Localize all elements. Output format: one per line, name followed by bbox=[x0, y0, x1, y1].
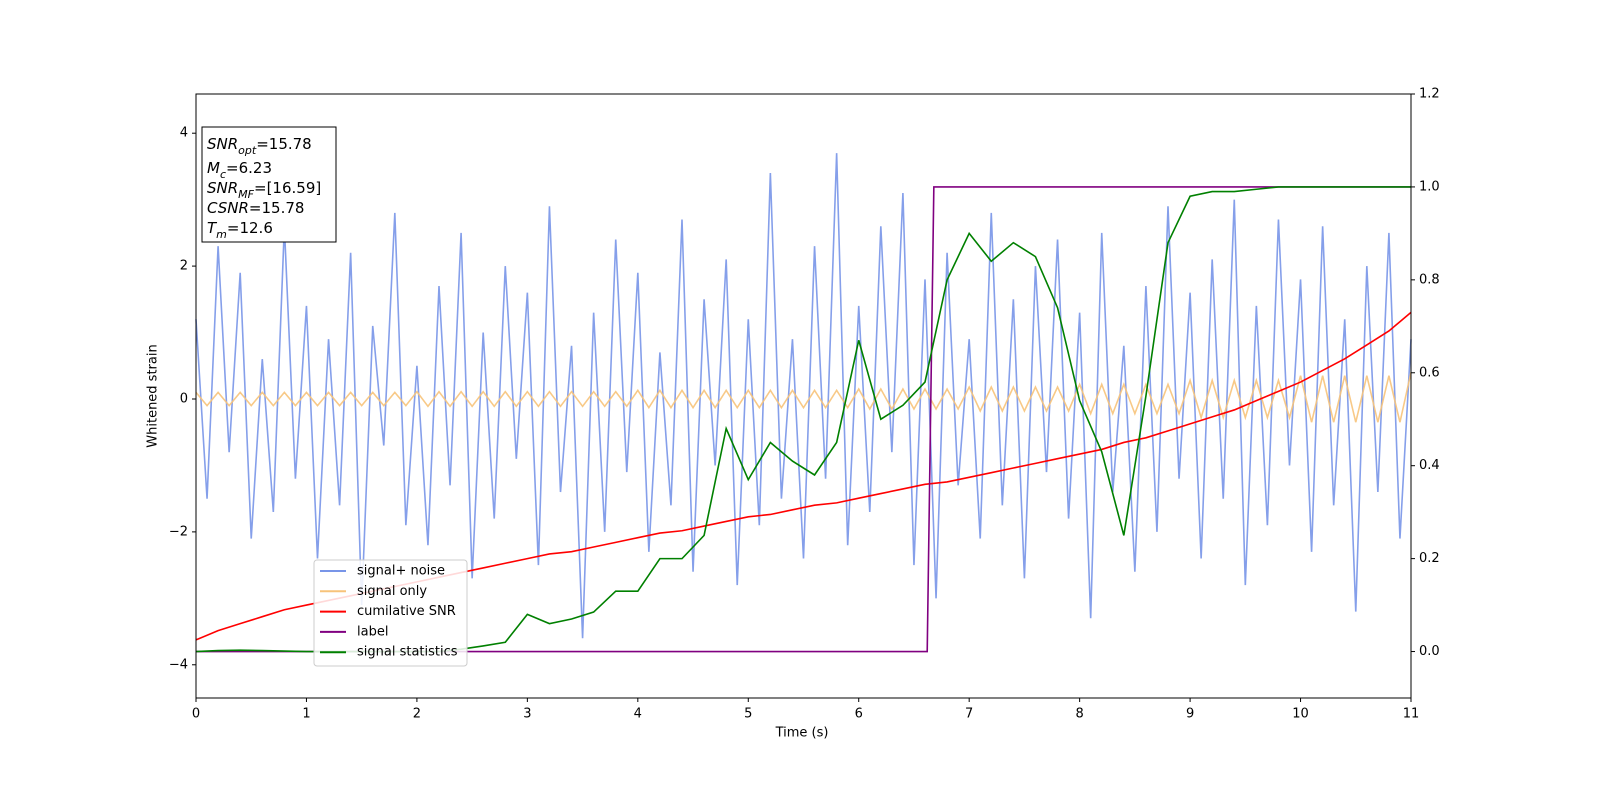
y-tick-label: 2 bbox=[180, 259, 188, 274]
annotation-base: M bbox=[207, 159, 220, 177]
y2-tick-label: 0.2 bbox=[1419, 551, 1440, 566]
y-tick-label: −2 bbox=[169, 524, 188, 539]
x-tick-label: 5 bbox=[744, 707, 752, 722]
x-tick-label: 8 bbox=[1075, 707, 1083, 722]
annotation-sub: MF bbox=[238, 188, 254, 201]
legend: signal+ noise signal only cumilative SNR la… bbox=[320, 564, 458, 660]
annotation-base: SNR bbox=[207, 179, 238, 197]
legend-box bbox=[313, 559, 468, 667]
annotation-rest: =15.78 bbox=[256, 135, 312, 153]
x-tick-label: 7 bbox=[965, 707, 973, 722]
annotation-text: SNRopt=15.78 bbox=[207, 135, 312, 157]
y2-tick-label: 1.0 bbox=[1419, 179, 1440, 194]
x-axis-label: Time (s) bbox=[775, 726, 829, 741]
y2-tick-label: 0.6 bbox=[1419, 365, 1440, 380]
x-tick-label: 6 bbox=[855, 707, 863, 722]
annotation-base: T bbox=[207, 219, 218, 237]
y-axis-label: Whitened strain bbox=[146, 344, 161, 447]
y2-tick-label: 0.8 bbox=[1419, 272, 1440, 287]
x-tick-label: 11 bbox=[1403, 707, 1420, 722]
y2-tick-label: 0.0 bbox=[1419, 644, 1440, 659]
annotation-base: SNR bbox=[207, 135, 238, 153]
axes-frame bbox=[195, 93, 1412, 699]
x-tick-label: 10 bbox=[1292, 707, 1309, 722]
annotation-rest: =12.6 bbox=[227, 219, 273, 237]
x-tick-label: 3 bbox=[523, 707, 531, 722]
x-tick-label: 0 bbox=[192, 707, 200, 722]
x-tick-label: 9 bbox=[1186, 707, 1194, 722]
y-tick-label: −4 bbox=[169, 657, 188, 672]
y-tick-label: 0 bbox=[180, 391, 188, 406]
annotation-rest: =[16.59] bbox=[254, 179, 321, 197]
annotation-text: CSNR=15.78 bbox=[207, 199, 304, 217]
series-line bbox=[195, 372, 1412, 423]
legend-label: signal only bbox=[357, 584, 427, 599]
x-tick-label: 1 bbox=[302, 707, 310, 722]
x-tick-label: 2 bbox=[413, 707, 421, 722]
annotation-box bbox=[201, 126, 337, 243]
x-tick-label: 4 bbox=[634, 707, 642, 722]
annotation-sub: opt bbox=[238, 144, 257, 157]
annotation-text: Mc=6.23 bbox=[207, 159, 272, 181]
annotation-rest: =6.23 bbox=[226, 159, 272, 177]
legend-label: label bbox=[357, 624, 388, 639]
annotation-base: CSNR bbox=[207, 199, 249, 217]
y2-tick-label: 1.2 bbox=[1419, 87, 1440, 102]
annotation-text: Tm=12.6 bbox=[207, 219, 273, 241]
y-tick-label: 4 bbox=[180, 126, 188, 141]
annotation-sub: c bbox=[220, 168, 226, 181]
annotation-group: SNRopt=15.78Mc=6.23SNRMF=[16.59]CSNR=15.… bbox=[207, 135, 321, 241]
y2-tick-label: 0.4 bbox=[1419, 458, 1440, 473]
series-line bbox=[195, 153, 1412, 639]
annotation-sub: m bbox=[216, 228, 227, 241]
series-line bbox=[196, 186, 1411, 653]
legend-label: cumilative SNR bbox=[357, 604, 456, 619]
legend-label: signal statistics bbox=[357, 645, 458, 660]
annotation-text: SNRMF=[16.59] bbox=[207, 179, 321, 201]
annotation-rest: =15.78 bbox=[249, 199, 305, 217]
legend-label: signal+ noise bbox=[357, 564, 445, 579]
